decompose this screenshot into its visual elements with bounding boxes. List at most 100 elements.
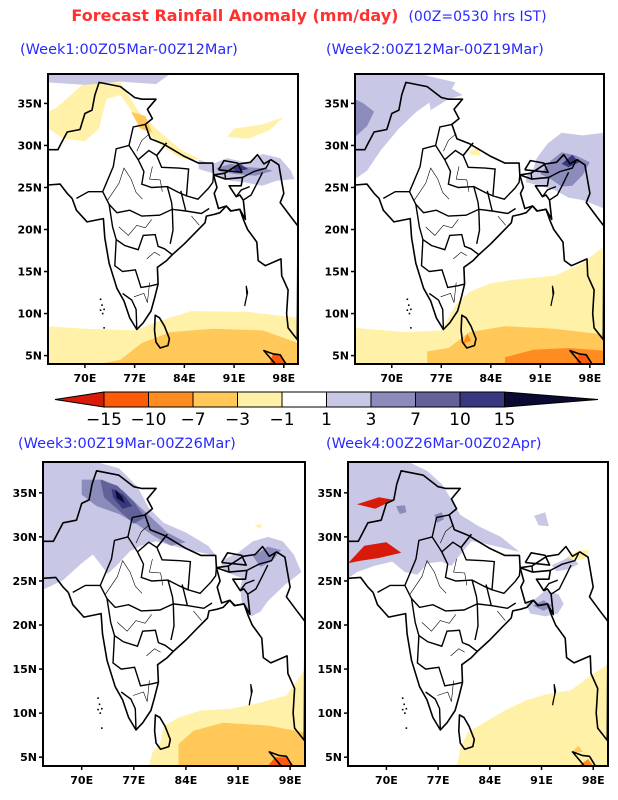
panel-title-week1: (Week1:00Z05Mar-00Z12Mar) [20, 42, 238, 58]
state-boundary [122, 292, 138, 330]
bangladesh-outline [519, 174, 553, 221]
map-frame [347, 461, 609, 767]
bhutan-outline [217, 159, 243, 174]
lat-tick-label: 30N [12, 531, 37, 544]
anomaly-shading [254, 523, 262, 529]
state-boundary [72, 584, 213, 612]
state-boundary [235, 185, 250, 198]
lon-tick-label: 98E [578, 372, 601, 385]
sumatra-outline [571, 751, 597, 766]
time-note: (00Z=0530 hrs IST) [408, 9, 547, 25]
state-boundary [382, 190, 516, 217]
lakshadweep-island [99, 298, 102, 301]
district-boundary [443, 133, 457, 152]
lat-tick-label: 5N [325, 751, 342, 764]
colorbar-segment [103, 391, 149, 408]
state-boundary [548, 161, 577, 179]
border-line [156, 533, 168, 548]
state-boundary [108, 204, 173, 256]
colorbar-label: 1 [321, 410, 332, 430]
bangladesh-outline [215, 566, 251, 616]
colorbar-segment [459, 391, 505, 408]
lon-tick-label: 70E [74, 372, 97, 385]
colorbar-segment [370, 391, 416, 408]
district-boundary [149, 166, 163, 192]
lat-tick-label: 30N [317, 531, 342, 544]
state-boundary [434, 123, 453, 146]
colorbar-label: −3 [225, 410, 250, 430]
coastline-boundary [355, 81, 604, 341]
lakshadweep-island [401, 708, 404, 711]
lakshadweep-island [97, 708, 99, 711]
border-line [462, 142, 474, 156]
district-boundary [496, 610, 506, 621]
anomaly-shading [355, 99, 375, 137]
lat-tick-label: 25N [317, 575, 342, 588]
state-boundary [486, 190, 493, 212]
state-boundary [530, 173, 533, 180]
lat-tick-label: 25N [17, 181, 42, 194]
lakshadweep-island [101, 304, 103, 306]
lakshadweep-island [405, 707, 408, 710]
state-boundary [247, 564, 269, 595]
state-boundary [166, 186, 174, 244]
colorbar-label: 7 [410, 410, 421, 430]
lat-tick-label: 10N [317, 707, 342, 720]
district-boundary [437, 680, 454, 702]
district-boundary [118, 219, 152, 236]
district-boundary [453, 251, 467, 260]
lon-tick-label: 91E [223, 372, 246, 385]
anomaly-shading [348, 542, 402, 564]
anomaly-shading [227, 116, 284, 139]
lat-tick-label: 10N [324, 308, 349, 321]
state-boundary [224, 173, 227, 180]
lat-tick-label: 20N [317, 619, 342, 632]
state-boundary [471, 579, 479, 641]
lat-tick-label: 15N [324, 266, 349, 279]
coastline [48, 183, 73, 199]
sumatra-outline [569, 349, 593, 364]
lakshadweep-island [408, 312, 411, 315]
district-boundary [117, 614, 152, 632]
colorbar-segment [415, 391, 461, 408]
colorbar-segment [281, 391, 327, 408]
colorbar-label: 15 [494, 410, 516, 430]
colorbar-label: −10 [131, 410, 167, 430]
lakshadweep-island [410, 308, 412, 311]
lat-tick-label: 30N [17, 139, 42, 152]
state-boundary [180, 190, 187, 212]
anomaly-shading [178, 722, 305, 766]
colorbar-segment [148, 391, 194, 408]
state-boundary [227, 565, 230, 573]
map-frame [47, 73, 299, 365]
andaman-islands [248, 683, 253, 706]
state-boundary [76, 190, 210, 217]
district-boundary [455, 166, 470, 192]
map-frame [42, 461, 306, 767]
district-boundary [136, 133, 150, 152]
lakshadweep-island [101, 707, 103, 710]
district-boundary [425, 219, 459, 236]
andaman-islands [550, 285, 555, 307]
anomaly-shading [456, 664, 608, 766]
colorbar-label: −7 [180, 410, 205, 430]
bhutan-outline [220, 551, 247, 566]
bangladesh-outline [212, 174, 247, 221]
map-panel-week2: 35N 30N 25N 20N 15N 10N 5N 70E 77E 84E 91E 98E [324, 73, 605, 385]
state-boundary [531, 565, 534, 573]
anomaly-shading [267, 757, 294, 766]
anomaly-shading [115, 489, 125, 504]
state-boundary [473, 186, 481, 244]
state-boundary [128, 123, 146, 146]
state-boundary [120, 691, 137, 730]
lakshadweep-island [99, 309, 102, 312]
lat-tick-label: 5N [25, 350, 42, 363]
lakshadweep-island [97, 697, 99, 699]
state-boundary [246, 553, 276, 572]
lat-tick-label: 25N [324, 181, 349, 194]
state-boundary [112, 635, 159, 687]
state-boundary [408, 144, 494, 197]
lon-tick-label: 98E [279, 774, 302, 787]
district-boundary [133, 680, 150, 702]
coastline-boundary [48, 81, 298, 341]
